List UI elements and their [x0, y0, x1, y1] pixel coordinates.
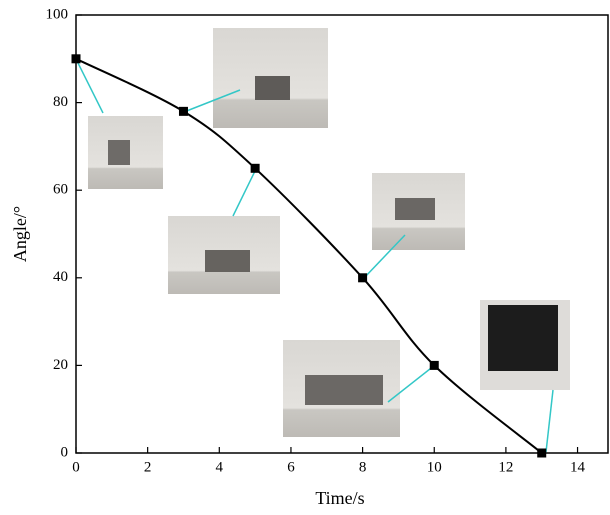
y-tick-label: 60: [53, 182, 68, 198]
leader-line: [387, 364, 436, 403]
x-tick-label: 0: [72, 459, 80, 475]
inset-sample: [205, 250, 250, 272]
x-tick-label: 14: [570, 459, 586, 475]
leader-line: [75, 58, 104, 114]
y-tick-label: 20: [53, 357, 68, 373]
leader-line: [363, 234, 406, 279]
inset-sample: [108, 140, 130, 165]
x-tick-label: 12: [498, 459, 513, 475]
y-tick-label: 40: [53, 269, 68, 285]
x-tick-label: 4: [216, 459, 224, 475]
y-axis-title: Angle/°: [10, 206, 30, 262]
data-point: [250, 163, 260, 173]
plot-frame: [75, 14, 609, 454]
x-tick-label: 6: [287, 459, 295, 475]
inset-sample: [395, 198, 435, 220]
x-axis-title: Time/s: [315, 488, 364, 508]
y-tick-label: 100: [46, 6, 69, 22]
y-tick-label: 0: [61, 444, 69, 460]
x-tick-label: 8: [359, 459, 367, 475]
leader-line: [545, 389, 554, 453]
data-line: [75, 57, 543, 454]
data-point: [178, 106, 188, 116]
data-point: [429, 360, 439, 370]
insets: [88, 28, 570, 437]
inset-sample: [488, 305, 558, 371]
leader-line: [183, 89, 241, 113]
leaders: [75, 58, 554, 453]
inset-sample: [255, 76, 290, 100]
data-point: [71, 54, 81, 64]
inset-sample: [305, 375, 383, 405]
data-point: [537, 448, 547, 458]
y-tick-label: 80: [53, 94, 68, 110]
data-point: [358, 273, 368, 283]
x-tick-label: 10: [427, 459, 442, 475]
x-tick-label: 2: [144, 459, 152, 475]
leader-line: [232, 168, 257, 217]
